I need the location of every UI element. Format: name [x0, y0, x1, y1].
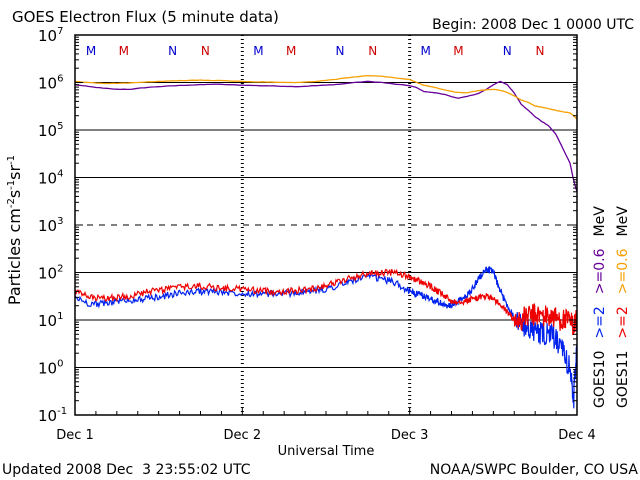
y-tick-label-3: 104	[38, 169, 63, 188]
marker-m-4: M	[253, 44, 263, 58]
marker-n-3: N	[201, 44, 210, 58]
marker-n-7: N	[368, 44, 377, 58]
series-line-0	[74, 80, 578, 192]
marker-n-2: N	[168, 44, 177, 58]
right-legend: GOES10 >=2 >=0.6 MeV GOES11 >=2 >=0.6 MeV	[592, 206, 631, 408]
y-tick-exp-8: -1	[57, 406, 67, 417]
legend-goes11: GOES11 >=2 >=0.6 MeV	[615, 206, 631, 408]
x-tick-label-1: Dec 2	[224, 428, 262, 443]
y-tick-exp-7: 0	[57, 359, 63, 370]
y-tick-base-0: 10	[38, 27, 57, 45]
marker-m-1: M	[119, 44, 129, 58]
y-tick-base-4: 10	[38, 217, 57, 235]
day-dividers	[240, 35, 412, 415]
begin-label: Begin: 2008 Dec 1 0000 UTC	[432, 17, 634, 33]
legend-entry-0-2: >=0.6	[592, 248, 608, 294]
y-tick-label-0: 107	[38, 26, 63, 45]
chart-title: GOES Electron Flux (5 minute data)	[12, 8, 279, 26]
marker-m-9: M	[453, 44, 463, 58]
y-tick-base-3: 10	[38, 170, 57, 188]
x-tick-label-0: Dec 1	[56, 428, 94, 443]
y-tick-exp-4: 3	[57, 216, 63, 227]
legend-entry-1-0: GOES11	[615, 351, 631, 408]
y-tick-base-5: 10	[38, 265, 57, 283]
data-series	[74, 74, 578, 409]
gridlines	[75, 82, 577, 368]
series-line-3	[74, 268, 578, 336]
y-tick-base-7: 10	[38, 360, 57, 378]
series-line-1	[74, 74, 578, 120]
legend-goes10: GOES10 >=2 >=0.6 MeV	[592, 206, 608, 408]
y-tick-exp-5: 2	[57, 264, 63, 275]
footer-credit: NOAA/SWPC Boulder, CO USA	[430, 462, 639, 478]
marker-n-10: N	[503, 44, 512, 58]
y-tick-exp-0: 7	[57, 26, 63, 37]
y-tick-label-4: 103	[38, 216, 63, 235]
y-tick-label-2: 105	[38, 121, 63, 140]
y-tick-label-1: 106	[38, 74, 63, 93]
legend-entry-1-1: >=2	[615, 306, 631, 338]
legend-entry-1-2: >=0.6	[615, 248, 631, 294]
y-axis-title-s: s	[5, 190, 24, 198]
marker-n-11: N	[536, 44, 545, 58]
y-tick-exp-1: 6	[57, 74, 63, 85]
y-tick-label-6: 101	[38, 311, 63, 330]
y-axis-title: Particles cm-2s-1sr-1	[5, 155, 24, 305]
x-axis-title: Universal Time	[278, 444, 375, 459]
y-tick-label-8: 10-1	[38, 406, 67, 425]
marker-m-5: M	[286, 44, 296, 58]
y-tick-base-1: 10	[38, 75, 57, 93]
y-axis-title-exp3: -1	[6, 155, 17, 165]
x-tick-label-2: Dec 3	[391, 428, 429, 443]
y-tick-exp-3: 4	[57, 169, 63, 180]
y-tick-label-5: 102	[38, 264, 63, 283]
legend-entry-0-3: MeV	[592, 206, 608, 237]
y-tick-base-2: 10	[38, 122, 57, 140]
legend-entry-0-1: >=2	[592, 306, 608, 338]
y-tick-base-8: 10	[38, 407, 57, 425]
y-tick-exp-6: 1	[57, 311, 63, 322]
marker-n-6: N	[335, 44, 344, 58]
marker-m-0: M	[86, 44, 96, 58]
footer-updated: Updated 2008 Dec 3 23:55:02 UTC	[2, 462, 251, 478]
y-tick-label-7: 100	[38, 359, 63, 378]
y-axis-title-sr: sr	[5, 165, 24, 180]
legend-entry-0-0: GOES10	[592, 351, 608, 408]
marker-m-8: M	[421, 44, 431, 58]
y-tick-base-6: 10	[38, 312, 57, 330]
y-axis-title-text: Particles cm	[5, 208, 24, 305]
x-tick-label-3: Dec 4	[558, 428, 596, 443]
x-axis: Dec 1 Dec 2 Dec 3 Dec 4	[56, 407, 596, 443]
legend-entry-1-3: MeV	[615, 206, 631, 237]
y-axis-title-exp1: -2	[6, 198, 17, 208]
series-line-2	[74, 265, 578, 409]
y-tick-exp-2: 5	[57, 121, 63, 132]
y-axis-title-exp2: -1	[6, 180, 17, 190]
